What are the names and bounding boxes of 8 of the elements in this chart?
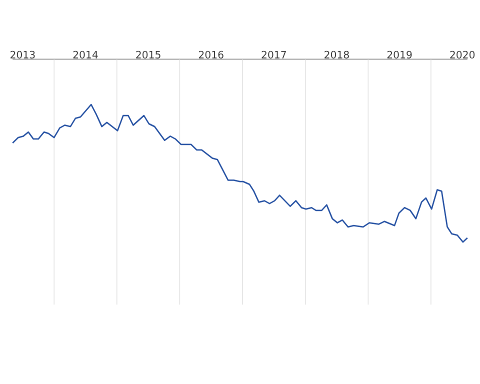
x-tick-label: 2014 bbox=[73, 50, 98, 59]
x-tick-label: 2018 bbox=[324, 50, 349, 59]
x-tick-label: 2017 bbox=[262, 50, 286, 59]
x-tick-label: 2019 bbox=[387, 50, 412, 59]
x-tick-label: 2015 bbox=[136, 50, 160, 59]
x-tick-label: 2020 bbox=[450, 50, 475, 59]
x-tick-label: 2013 bbox=[10, 50, 35, 59]
x-tick-label: 2016 bbox=[198, 50, 224, 59]
